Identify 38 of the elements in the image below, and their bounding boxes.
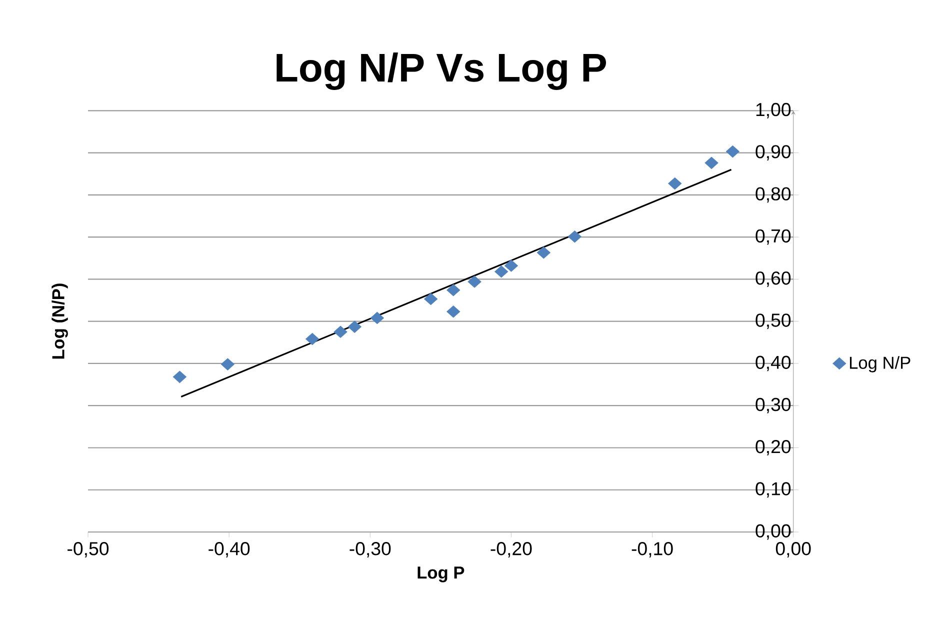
point (504, 260, 518, 272)
y-tick-label: 0,50 (756, 314, 791, 330)
x-axis-title: Log P (418, 566, 464, 582)
y-tick-label: 0,90 (756, 145, 791, 161)
y-tick-label: 0,60 (756, 272, 791, 288)
point (334, 326, 348, 338)
y-tick-label: 0,70 (756, 230, 791, 245)
y-tick-label: 0,10 (756, 482, 791, 498)
point (668, 178, 682, 190)
point (220, 358, 234, 371)
point (568, 230, 582, 243)
y-tick-label: 0,00 (756, 524, 791, 540)
point (704, 157, 718, 170)
x-tick-label: -0,50 (68, 542, 109, 558)
point (468, 276, 482, 288)
y-tick-label: 1,00 (756, 103, 791, 119)
point (446, 306, 460, 318)
y-tick-label: 0,40 (756, 356, 791, 372)
point (424, 293, 438, 306)
x-tick-label: -0,30 (350, 542, 391, 558)
x-tick-label: -0,10 (632, 542, 673, 558)
point (306, 333, 320, 346)
point (348, 320, 362, 334)
point (446, 284, 460, 296)
y-tick-label: 0,30 (756, 398, 791, 414)
y-axis-title: Log (N/P) (52, 284, 68, 359)
y-tick-label: 0,80 (756, 187, 791, 203)
chart-title: Log N/P Vs Log P (276, 52, 606, 90)
point (536, 246, 550, 259)
legend-label: Log N/P (850, 356, 910, 373)
point (494, 266, 508, 278)
x-tick-label: -0,20 (490, 542, 532, 558)
y-tick-label: 0,20 (756, 440, 791, 456)
point (172, 371, 186, 384)
point (726, 146, 740, 158)
point (370, 312, 384, 324)
x-tick-label: -0,40 (208, 542, 250, 558)
x-tick-label: 0,00 (776, 542, 811, 558)
